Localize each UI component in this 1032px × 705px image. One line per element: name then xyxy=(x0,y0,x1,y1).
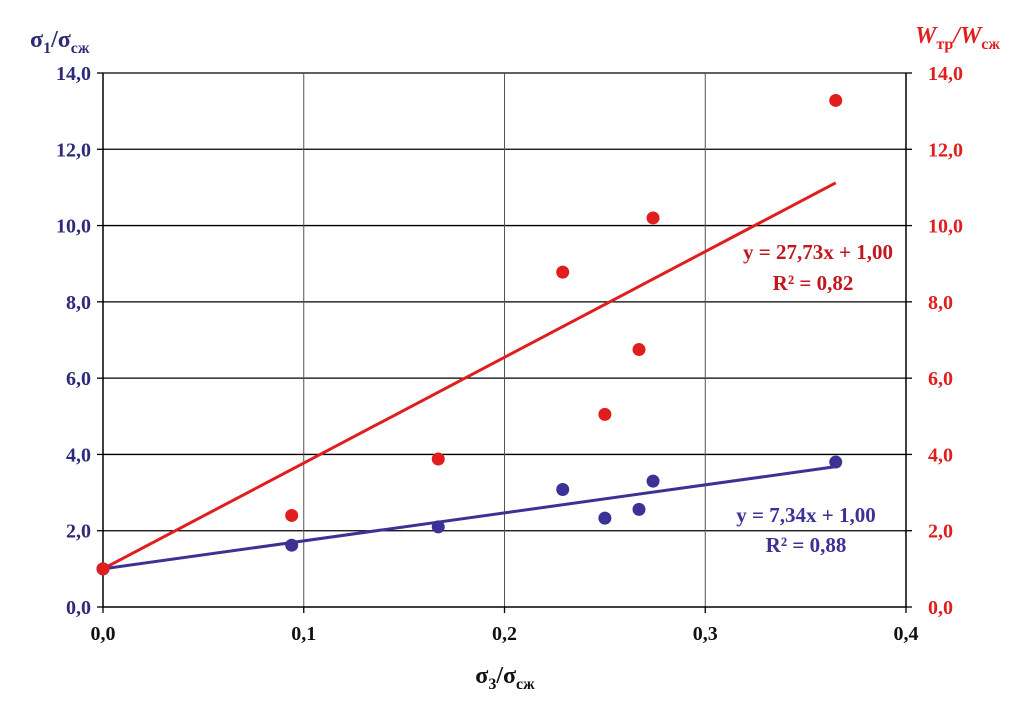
data-point-W_tr_over_W_szh-0 xyxy=(96,562,110,576)
left-y-tick-label: 14,0 xyxy=(56,63,91,85)
right-y-axis-title-sub2: сж xyxy=(981,36,1000,53)
blue-trend-equation: y = 7,34x + 1,00 xyxy=(736,503,875,527)
x-axis-title-sub2: сж xyxy=(516,676,535,693)
data-point-sigma1_over_sigma_szh-7 xyxy=(829,455,843,469)
labels-layer: y = 27,73x + 1,00 R² = 0,82 y = 7,34x + 1,… xyxy=(30,23,1000,693)
left-y-axis-title: σ1/σсж xyxy=(30,27,90,57)
data-point-W_tr_over_W_szh-2 xyxy=(431,452,445,466)
data-point-sigma1_over_sigma_szh-4 xyxy=(598,511,612,525)
right-y-axis-title-main: W xyxy=(915,23,938,49)
x-tick-label: 0,2 xyxy=(492,623,517,645)
x-tick-label: 0,0 xyxy=(91,623,116,645)
data-point-sigma1_over_sigma_szh-3 xyxy=(556,483,570,497)
right-y-tick-label: 0,0 xyxy=(928,597,953,619)
blue-trend-r2: R² = 0,88 xyxy=(766,533,847,557)
left-y-tick-label: 10,0 xyxy=(56,216,91,238)
data-point-sigma1_over_sigma_szh-2 xyxy=(431,520,445,534)
left-y-axis-title-slash: /σ xyxy=(50,27,71,53)
ticks-layer: 0,0 0,02,0 2,04,0 4,06,0 6,08,0 8,010,0 10,012… xyxy=(56,63,963,645)
x-tick-label: 0,4 xyxy=(894,623,919,645)
left-y-tick-label: 0,0 xyxy=(66,597,91,619)
points-layer xyxy=(96,93,843,576)
x-axis-title-slash: /σ xyxy=(495,663,516,689)
data-point-sigma1_over_sigma_szh-1 xyxy=(285,538,299,552)
data-point-W_tr_over_W_szh-6 xyxy=(646,211,660,225)
data-point-sigma1_over_sigma_szh-5 xyxy=(632,502,646,516)
right-y-tick-label: 8,0 xyxy=(928,292,953,314)
data-point-W_tr_over_W_szh-5 xyxy=(632,343,646,357)
data-point-W_tr_over_W_szh-1 xyxy=(285,508,299,522)
right-y-axis-title-sub: тр xyxy=(936,36,953,53)
data-point-W_tr_over_W_szh-3 xyxy=(556,265,570,279)
data-point-sigma1_over_sigma_szh-6 xyxy=(646,474,660,488)
red-trend-r2: R² = 0,82 xyxy=(773,271,854,295)
x-tick-label: 0,3 xyxy=(693,623,718,645)
left-y-axis-title-sub: 1 xyxy=(43,40,51,57)
trend-layer xyxy=(102,181,837,571)
right-y-axis-title: Wтр/Wсж xyxy=(915,23,1000,53)
right-y-tick-label: 4,0 xyxy=(928,444,953,466)
right-y-tick-label: 2,0 xyxy=(928,521,953,543)
left-y-axis-title-sub2: сж xyxy=(71,40,90,57)
left-y-tick-label: 8,0 xyxy=(66,292,91,314)
x-axis-title: σ3/σсж xyxy=(475,663,535,693)
right-y-tick-label: 6,0 xyxy=(928,368,953,390)
right-y-tick-label: 12,0 xyxy=(928,139,963,161)
data-point-W_tr_over_W_szh-7 xyxy=(829,93,843,107)
trendline-sigma1_over_sigma_szh xyxy=(102,465,836,571)
left-y-tick-label: 12,0 xyxy=(56,139,91,161)
x-tick-label: 0,1 xyxy=(291,623,316,645)
left-y-tick-label: 6,0 xyxy=(66,368,91,390)
right-y-axis-title-slash: /W xyxy=(951,23,983,49)
x-axis-title-main: σ xyxy=(475,663,488,689)
left-y-tick-label: 2,0 xyxy=(66,521,91,543)
right-y-tick-label: 14,0 xyxy=(928,63,963,85)
left-y-tick-label: 4,0 xyxy=(66,444,91,466)
left-y-axis-title-main: σ xyxy=(30,27,43,53)
red-trend-equation: y = 27,73x + 1,00 xyxy=(743,240,893,264)
right-y-tick-label: 10,0 xyxy=(928,216,963,238)
trendline-W_tr_over_W_szh xyxy=(102,181,837,571)
x-axis-title-sub: 3 xyxy=(488,676,496,693)
data-point-W_tr_over_W_szh-4 xyxy=(598,407,612,421)
